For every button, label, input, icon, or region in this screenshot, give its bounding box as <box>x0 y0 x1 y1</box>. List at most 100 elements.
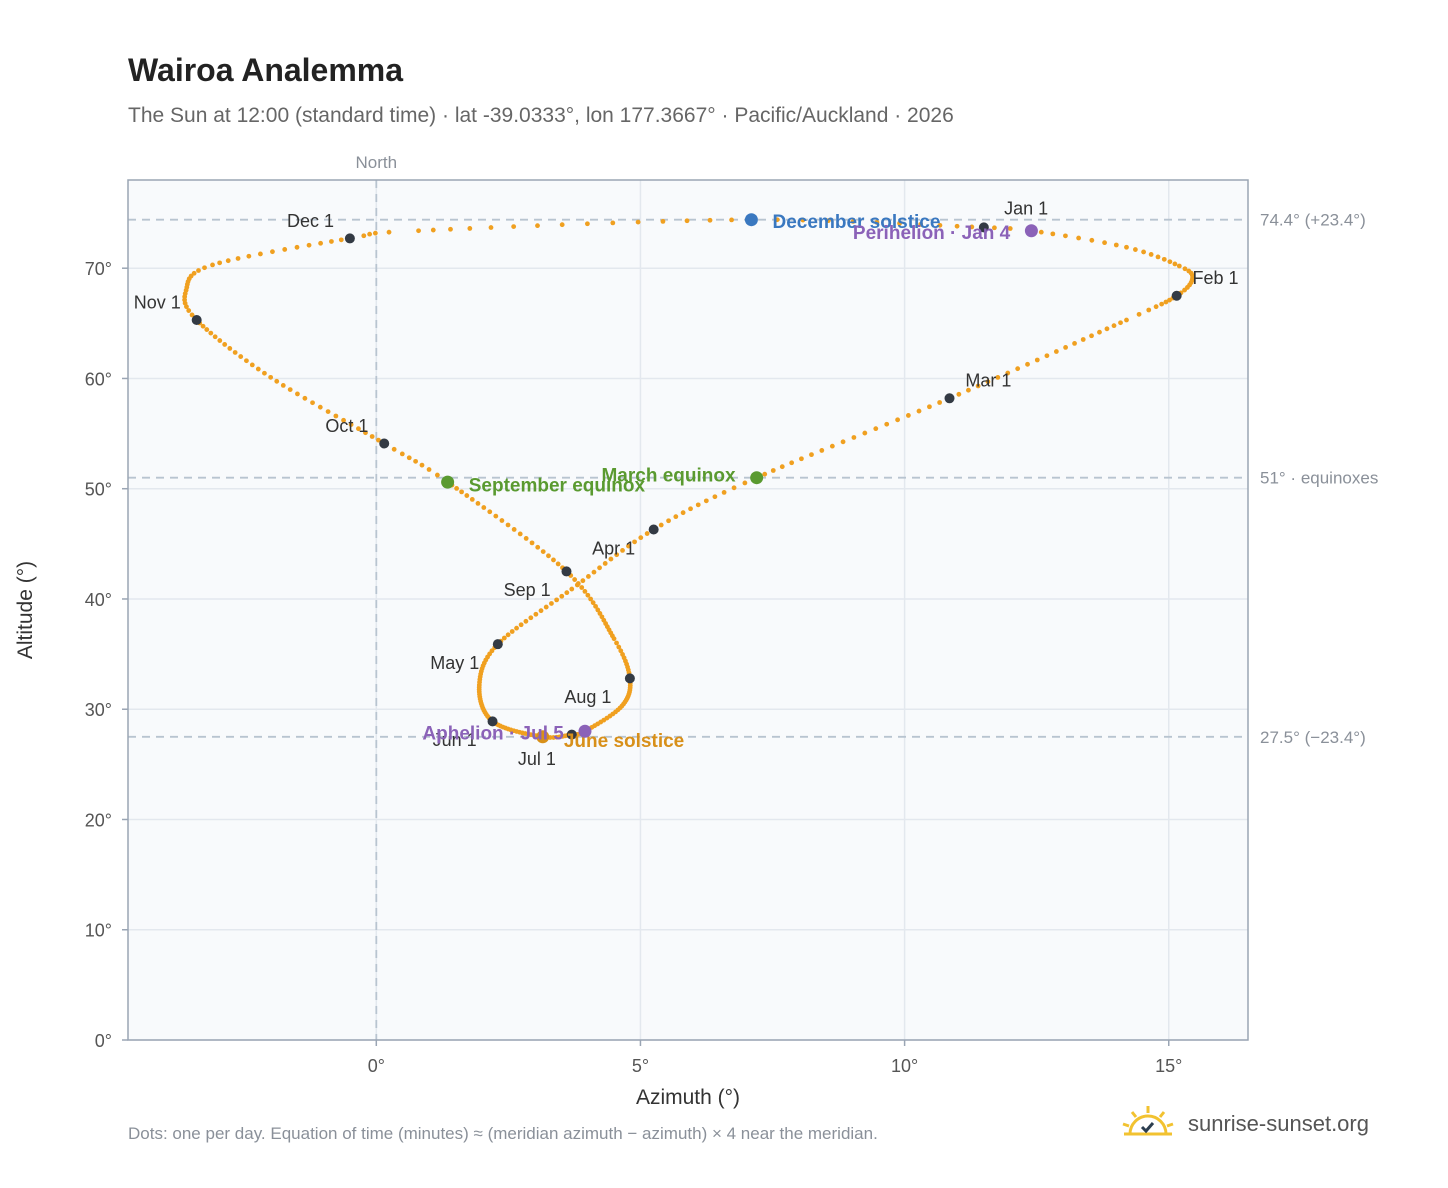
daily-sun-dot <box>937 222 943 228</box>
daily-sun-dot <box>517 531 523 537</box>
daily-sun-dot <box>294 244 300 250</box>
daily-sun-dot <box>666 518 671 524</box>
chart-title: Wairoa Analemma <box>128 52 404 88</box>
footnote: Dots: one per day. Equation of time (min… <box>128 1124 878 1143</box>
daily-sun-dot <box>1089 237 1095 243</box>
daily-sun-dot <box>588 596 594 602</box>
daily-sun-dot <box>1132 247 1138 252</box>
daily-sun-dot <box>367 231 373 237</box>
daily-sun-dot <box>995 374 1001 380</box>
daily-sun-dot <box>1182 287 1187 293</box>
daily-sun-dot <box>232 350 238 355</box>
daily-sun-dot <box>529 540 535 546</box>
daily-sun-dot <box>287 387 293 393</box>
daily-sun-dot <box>1136 311 1142 317</box>
month-marker-dot <box>487 716 498 727</box>
daily-sun-dot <box>238 354 244 359</box>
daily-sun-dot <box>329 239 334 244</box>
daily-sun-dot <box>341 417 346 423</box>
daily-sun-dot <box>1044 353 1050 359</box>
daily-sun-dot <box>1176 263 1182 269</box>
daily-sun-dot <box>262 370 267 376</box>
daily-sun-dot <box>227 346 233 351</box>
daily-sun-dot <box>954 223 960 229</box>
daily-sun-dot <box>208 330 214 336</box>
daily-sun-dot <box>762 471 768 477</box>
event-label: September equinox <box>469 475 646 496</box>
brand[interactable]: sunrise-sunset.org <box>1120 1104 1369 1144</box>
daily-sun-dot <box>191 270 197 276</box>
daily-sun-dot <box>549 601 554 606</box>
daily-sun-dot <box>454 485 460 491</box>
daily-sun-dot <box>1076 235 1082 241</box>
daily-sun-dot <box>1161 256 1167 262</box>
daily-sun-dot <box>829 443 835 449</box>
daily-sun-dot <box>1159 301 1165 307</box>
daily-sun-dot <box>819 448 825 453</box>
event-marker-dot <box>744 213 758 227</box>
daily-sun-dot <box>546 553 551 559</box>
event-marker-dot <box>578 724 592 738</box>
daily-sun-dot <box>582 588 588 594</box>
daily-sun-dot <box>543 604 549 610</box>
daily-sun-dot <box>559 593 565 599</box>
daily-sun-dot <box>840 439 846 445</box>
daily-sun-dot <box>416 228 421 234</box>
daily-sun-dot <box>540 549 546 554</box>
daily-sun-dot <box>217 260 223 266</box>
daily-sun-dot <box>850 219 856 224</box>
daily-sun-dot <box>1089 333 1094 339</box>
daily-sun-dot <box>602 561 608 566</box>
daily-sun-dot <box>593 603 598 609</box>
daily-sun-dot <box>467 226 473 231</box>
daily-sun-dot <box>789 460 795 466</box>
altitude-reference-label: 74.4° (+23.4°) <box>1260 211 1366 230</box>
daily-sun-dot <box>338 237 344 243</box>
month-marker-label: May 1 <box>430 653 479 673</box>
daily-sun-dot <box>430 227 436 233</box>
daily-sun-dot <box>825 218 831 224</box>
daily-sun-dot <box>356 426 361 432</box>
daily-sun-dot <box>434 472 440 478</box>
daily-sun-dot <box>688 506 693 512</box>
daily-sun-dot <box>505 522 511 528</box>
month-marker-dot <box>1171 290 1182 301</box>
daily-sun-dot <box>225 258 231 264</box>
daily-sun-dot <box>579 585 585 590</box>
daily-sun-dot <box>1172 261 1178 267</box>
daily-sun-dot <box>1104 326 1110 332</box>
daily-sun-dot <box>956 391 962 397</box>
daily-sun-dot <box>280 382 286 388</box>
daily-sun-dot <box>614 552 620 558</box>
daily-sun-dot <box>695 502 701 508</box>
daily-sun-dot <box>487 509 493 515</box>
daily-sun-dot <box>306 242 312 248</box>
daily-sun-dot <box>533 611 539 617</box>
daily-sun-dot <box>608 556 614 562</box>
daily-sun-dot <box>186 308 192 313</box>
daily-sun-dot <box>673 514 679 520</box>
daily-sun-dot <box>1063 233 1068 239</box>
daily-sun-dot <box>597 611 603 616</box>
daily-sun-dot <box>590 600 596 606</box>
daily-sun-dot <box>282 247 288 252</box>
daily-sun-dot <box>1111 323 1117 329</box>
daily-sun-dot <box>369 434 375 439</box>
daily-sun-dot <box>658 522 664 528</box>
daily-sun-dot <box>1163 299 1169 305</box>
daily-sun-dot <box>620 547 625 553</box>
daily-sun-dot <box>572 577 578 582</box>
daily-sun-dot <box>680 510 686 516</box>
daily-sun-dot <box>1005 370 1011 376</box>
daily-sun-dot <box>660 218 666 224</box>
y-tick-label: 10° <box>85 921 112 941</box>
month-marker-dot <box>648 524 659 535</box>
y-tick-label: 40° <box>85 590 112 610</box>
daily-sun-dot <box>1167 259 1173 265</box>
daily-sun-dot <box>488 225 494 230</box>
daily-sun-dot <box>317 404 323 410</box>
daily-sun-dot <box>399 451 405 457</box>
daily-sun-dot <box>406 455 412 461</box>
daily-sun-dot <box>610 220 616 226</box>
daily-sun-dot <box>1025 361 1030 367</box>
